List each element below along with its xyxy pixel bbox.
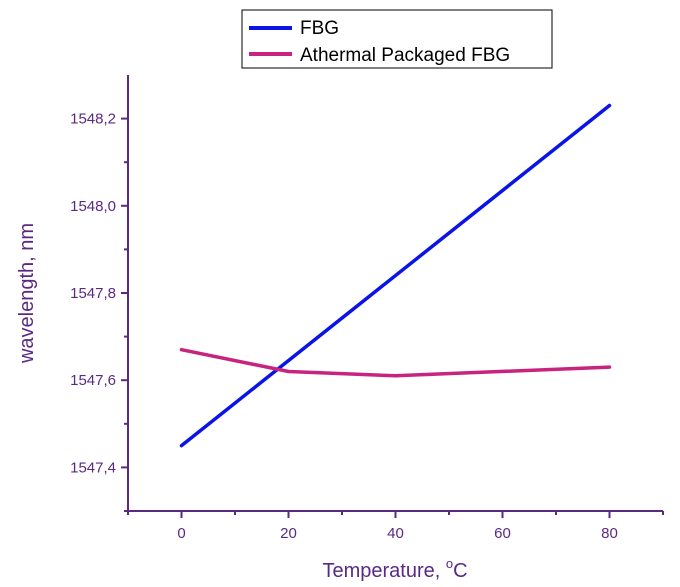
y-tick-label: 1547,8: [70, 285, 116, 302]
legend-label-fbg: FBG: [300, 18, 339, 39]
x-tick-label: 60: [494, 525, 511, 542]
y-tick-label: 1547,6: [70, 372, 116, 389]
x-axis-label-unit: C: [453, 560, 467, 582]
x-axis-label-text: Temperature,: [322, 560, 445, 582]
y-tick-label: 1548,0: [70, 198, 116, 215]
y-tick-label: 1547,4: [70, 459, 116, 476]
y-axis-label: wavelength, nm: [16, 223, 38, 364]
legend: FBG Athermal Packaged FBG: [241, 9, 553, 69]
x-tick-label: 40: [387, 525, 404, 542]
axis-ticks: 1547,4 1547,6 1547,8 1548,0 1548,2 0 20 40 60 80: [70, 111, 664, 542]
series-line-fbg: [179, 103, 612, 448]
x-tick-label: 20: [280, 525, 297, 542]
legend-label-athermal: Athermal Packaged FBG: [300, 45, 510, 66]
y-tick-label: 1548,2: [70, 111, 116, 128]
series-lines: [179, 103, 612, 448]
legend-box: [241, 9, 553, 69]
x-tick-label: 80: [601, 525, 618, 542]
x-axis-label: Temperature, oC: [322, 556, 467, 582]
x-tick-label: 0: [177, 525, 185, 542]
x-axis-label-sup: o: [446, 556, 453, 571]
series-line-athermal: [179, 347, 612, 378]
